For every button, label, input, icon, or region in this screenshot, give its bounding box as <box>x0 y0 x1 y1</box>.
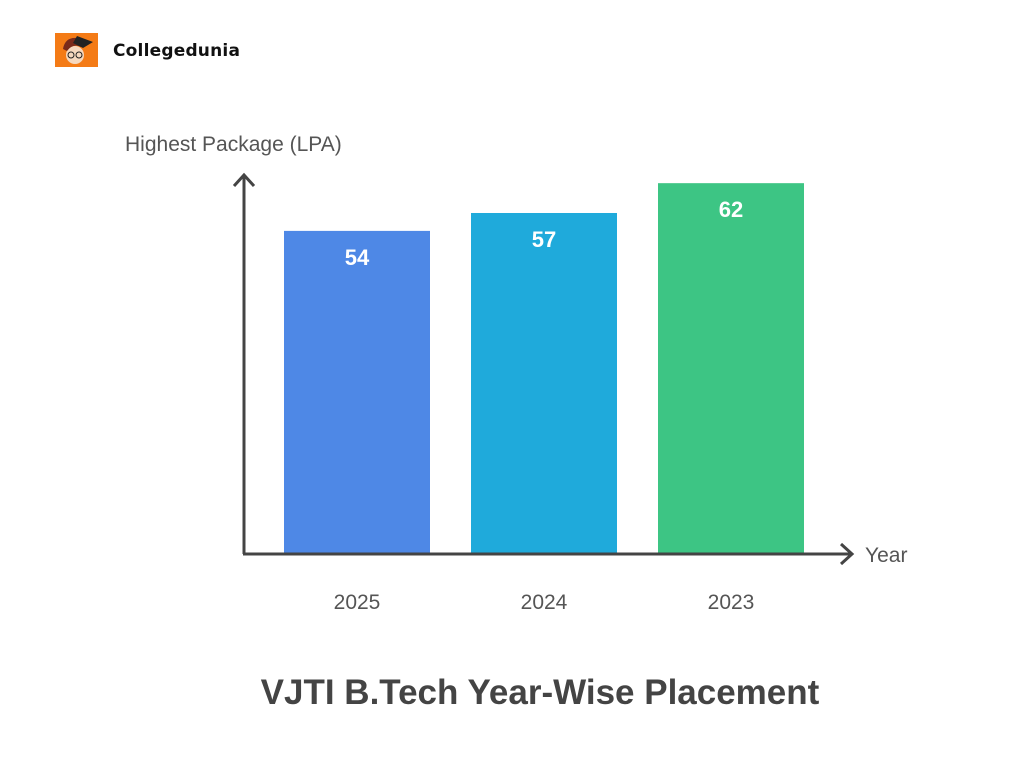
data-label: 62 <box>719 197 743 222</box>
student-avatar-icon <box>55 33 98 67</box>
x-tick-label: 2025 <box>334 591 381 614</box>
y-axis-label: Highest Package (LPA) <box>125 133 342 156</box>
bar-2025 <box>284 230 430 553</box>
brand-name: Collegedunia <box>113 41 241 61</box>
x-axis-arrow <box>839 542 855 566</box>
chart-title: VJTI B.Tech Year-Wise Placement <box>260 673 820 712</box>
x-tick-label: 2023 <box>708 591 755 614</box>
bar-2024 <box>471 212 617 553</box>
x-axis-label: Year <box>865 544 907 567</box>
x-tick-label: 2024 <box>521 591 568 614</box>
data-label: 57 <box>532 227 556 252</box>
y-axis-arrow <box>232 172 256 188</box>
bar-2023 <box>658 183 804 554</box>
data-label: 54 <box>345 245 370 270</box>
